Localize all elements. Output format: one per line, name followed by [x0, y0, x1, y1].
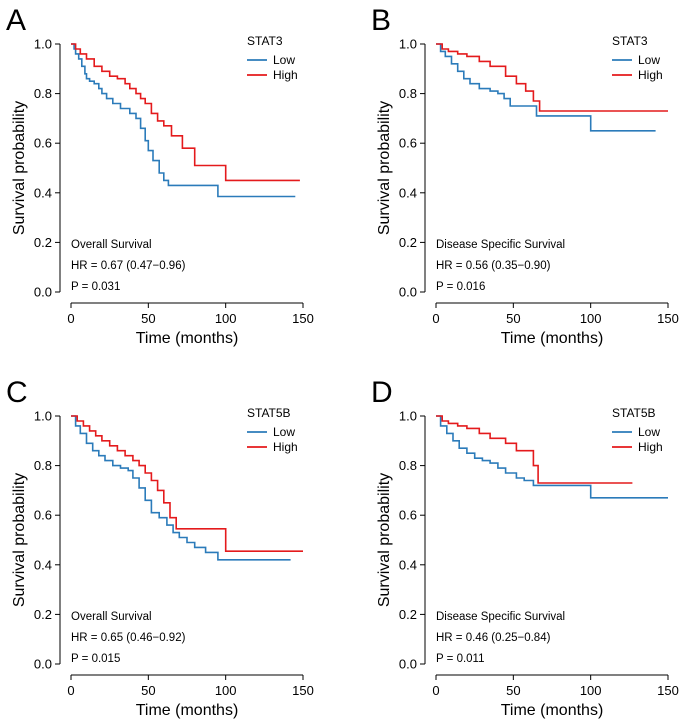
- km-curve-high: [436, 43, 668, 112]
- x-tick-label: 150: [292, 683, 314, 698]
- annotation-line: Overall Survival: [71, 239, 152, 251]
- y-tick-label: 0.0: [399, 285, 417, 300]
- y-tick-label: 0.6: [399, 136, 417, 151]
- y-tick-label: 0.8: [34, 458, 52, 473]
- km-panel-d: D 0.0 0.2 0.4 0.6 0.8 1.0 0 50 100 150 Time (months…: [371, 376, 679, 719]
- km-panel-c: C 0.0 0.2 0.4 0.6 0.8 1.0 0 50 100 150 Time (months…: [6, 376, 314, 719]
- annotation-line: HR = 0.46 (0.25−0.84): [436, 632, 551, 644]
- y-tick-label: 1.0: [399, 409, 417, 424]
- x-axis-title: Time (months): [136, 702, 239, 719]
- x-axis-title: Time (months): [136, 330, 239, 347]
- y-tick-label: 0.2: [34, 607, 52, 622]
- y-tick-label: 1.0: [34, 37, 52, 52]
- y-tick-label: 0.4: [34, 557, 52, 572]
- legend-title: STAT5B: [612, 406, 656, 420]
- x-tick-label: 50: [141, 683, 155, 698]
- y-tick-label: 0.2: [399, 607, 417, 622]
- y-axis-title: Survival probability: [376, 101, 393, 235]
- km-panel-b: B 0.0 0.2 0.4 0.6 0.8 1.0 0 50 100 150 Time (months…: [371, 4, 679, 347]
- annotation-line: Disease Specific Survival: [436, 239, 565, 251]
- legend-label-low: Low: [273, 53, 295, 67]
- annotation-line: HR = 0.65 (0.46−0.92): [71, 632, 186, 644]
- y-tick-label: 0.6: [399, 508, 417, 523]
- y-tick-label: 0.6: [34, 136, 52, 151]
- x-tick-label: 0: [67, 683, 74, 698]
- x-tick-label: 150: [292, 311, 314, 326]
- y-axis-title: Survival probability: [11, 473, 28, 607]
- x-tick-label: 150: [657, 683, 679, 698]
- legend-title: STAT5B: [247, 406, 291, 420]
- y-tick-label: 1.0: [34, 409, 52, 424]
- x-tick-label: 50: [506, 311, 520, 326]
- y-axis-title: Survival probability: [11, 101, 28, 235]
- y-tick-label: 0.0: [34, 657, 52, 672]
- x-tick-label: 50: [141, 311, 155, 326]
- annotation-line: HR = 0.56 (0.35−0.90): [436, 260, 551, 272]
- legend-title: STAT3: [247, 34, 283, 48]
- x-tick-label: 0: [432, 683, 439, 698]
- y-tick-label: 1.0: [399, 37, 417, 52]
- x-tick-label: 0: [432, 311, 439, 326]
- y-tick-label: 0.4: [399, 557, 417, 572]
- km-panel-a: A 0.0 0.2 0.4 0.6 0.8 1.0 0 50 100 150 Time (months…: [6, 4, 314, 347]
- km-curve-low: [436, 43, 656, 132]
- km-curve-low: [71, 43, 296, 198]
- y-tick-label: 0.6: [34, 508, 52, 523]
- legend-label-low: Low: [638, 425, 660, 439]
- annotation-line: HR = 0.67 (0.47−0.96): [71, 260, 186, 272]
- y-tick-label: 0.8: [399, 458, 417, 473]
- panel-letter: A: [6, 4, 26, 37]
- y-tick-label: 0.4: [34, 185, 52, 200]
- x-tick-label: 100: [215, 311, 237, 326]
- y-tick-label: 0.4: [399, 185, 417, 200]
- y-tick-label: 0.0: [399, 657, 417, 672]
- y-tick-label: 0.2: [34, 235, 52, 250]
- y-axis-title: Survival probability: [376, 473, 393, 607]
- annotation-line: P = 0.011: [436, 653, 485, 665]
- annotation-line: Disease Specific Survival: [436, 611, 565, 623]
- km-curve-low: [71, 415, 291, 561]
- annotation-line: P = 0.016: [436, 281, 485, 293]
- x-tick-label: 100: [580, 311, 602, 326]
- x-axis-title: Time (months): [501, 702, 604, 719]
- km-curve-high: [436, 415, 633, 484]
- y-tick-label: 0.8: [399, 86, 417, 101]
- km-curve-high: [71, 43, 300, 182]
- x-tick-label: 150: [657, 311, 679, 326]
- panel-letter: D: [371, 376, 393, 409]
- annotation-line: P = 0.031: [71, 281, 120, 293]
- x-tick-label: 100: [215, 683, 237, 698]
- y-tick-label: 0.8: [34, 86, 52, 101]
- legend-label-low: Low: [273, 425, 295, 439]
- annotation-line: P = 0.015: [71, 653, 120, 665]
- km-curve-low: [436, 415, 668, 499]
- x-tick-label: 0: [67, 311, 74, 326]
- x-axis-title: Time (months): [501, 330, 604, 347]
- y-tick-label: 0.2: [399, 235, 417, 250]
- legend-title: STAT3: [612, 34, 648, 48]
- legend-label-high: High: [638, 440, 663, 454]
- x-tick-label: 50: [506, 683, 520, 698]
- panel-letter: B: [371, 4, 391, 37]
- annotation-line: Overall Survival: [71, 611, 152, 623]
- km-curve-high: [71, 415, 303, 552]
- legend-label-high: High: [273, 440, 298, 454]
- panel-letter: C: [6, 376, 28, 409]
- x-tick-label: 100: [580, 683, 602, 698]
- y-tick-label: 0.0: [34, 285, 52, 300]
- legend-label-high: High: [638, 68, 663, 82]
- legend-label-low: Low: [638, 53, 660, 67]
- legend-label-high: High: [273, 68, 298, 82]
